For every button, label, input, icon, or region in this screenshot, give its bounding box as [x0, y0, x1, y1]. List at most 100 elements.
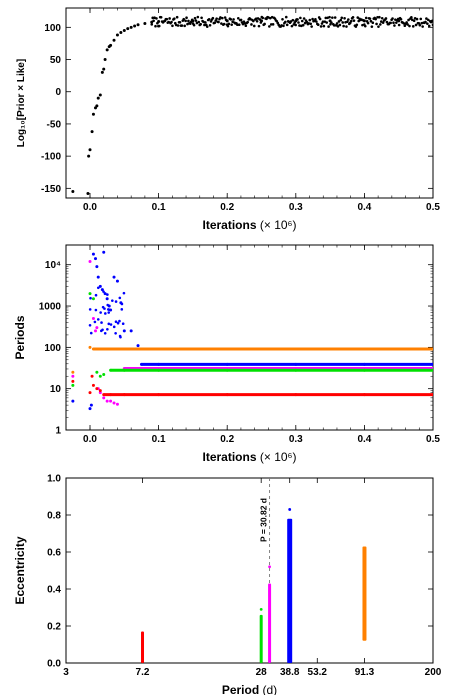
- data-point: [371, 21, 375, 25]
- data-point: [308, 18, 312, 22]
- period-point: [112, 401, 116, 405]
- data-point: [126, 27, 130, 31]
- period-point: [105, 297, 109, 301]
- y-axis-label: Log₁₀[Prior × Like]: [16, 59, 27, 147]
- data-point: [204, 21, 207, 24]
- y-axis-label: Periods: [13, 315, 27, 359]
- x-axis-label: Iterations (× 10⁶): [203, 450, 297, 464]
- data-point: [342, 24, 345, 28]
- data-point: [155, 17, 158, 20]
- y-tick-label: 0.8: [47, 511, 61, 522]
- data-point: [380, 16, 384, 20]
- x-tick-label: 0.5: [426, 202, 440, 213]
- chart-panel-2: 0.0 0.1 0.2 0.3 0.4 0.5 1 10 100 1000 10⁴ Iteration…: [13, 244, 440, 464]
- data-point: [168, 17, 171, 20]
- period-point: [88, 345, 92, 349]
- data-point: [200, 16, 203, 20]
- period-point: [95, 387, 99, 391]
- x-tick-label: 0.4: [357, 202, 371, 213]
- x-tick-label: 91.3: [355, 667, 375, 678]
- period-point: [122, 329, 126, 333]
- data-point: [337, 20, 341, 23]
- period-point: [95, 326, 99, 330]
- period-point: [90, 374, 94, 378]
- plot-area: [71, 250, 433, 411]
- data-point: [255, 19, 259, 23]
- data-point: [328, 15, 331, 19]
- data-point: [392, 21, 395, 25]
- data-point: [415, 17, 419, 21]
- period-point: [102, 250, 106, 254]
- data-point: [332, 24, 336, 27]
- data-point: [341, 21, 344, 24]
- x-tick-label: 7.2: [136, 667, 150, 678]
- data-point: [205, 25, 209, 28]
- data-point: [370, 25, 374, 28]
- data-point: [285, 23, 289, 27]
- period-point: [107, 322, 111, 326]
- data-point: [220, 22, 223, 25]
- y-tick-label: 0.0: [47, 659, 61, 670]
- data-point: [239, 18, 243, 22]
- data-point: [180, 24, 184, 27]
- period-point: [71, 399, 75, 403]
- x-tick-label: 0.3: [289, 202, 303, 213]
- period-point: [106, 327, 109, 331]
- outlier-point: [268, 565, 271, 569]
- data-point: [227, 22, 231, 26]
- data-point: [196, 15, 200, 19]
- y-tick-label: 100: [44, 23, 61, 34]
- data-point: [417, 21, 421, 25]
- data-point: [425, 17, 428, 20]
- data-point: [406, 23, 409, 26]
- data-point: [391, 17, 394, 20]
- period-point: [100, 321, 103, 324]
- data-point: [167, 20, 170, 24]
- data-point: [143, 21, 147, 25]
- data-point: [343, 16, 346, 20]
- data-point: [375, 22, 378, 26]
- data-point: [263, 22, 266, 26]
- period-point: [103, 307, 106, 310]
- data-point: [302, 17, 306, 20]
- chart-panel-1: 0.0 0.1 0.2 0.3 0.4 0.5 -150 -100 -50 0 50 100 Itera…: [16, 7, 440, 232]
- data-point: [271, 23, 275, 26]
- y-tick-label: 10⁴: [45, 260, 61, 271]
- data-point: [222, 22, 226, 26]
- period-point: [94, 293, 98, 297]
- data-point: [86, 191, 90, 195]
- data-point: [385, 20, 389, 24]
- x-tick-label: 0.0: [83, 202, 97, 213]
- data-point: [426, 22, 429, 25]
- data-point: [269, 23, 273, 26]
- data-point: [129, 25, 133, 29]
- data-point: [244, 24, 248, 28]
- data-point: [224, 18, 228, 22]
- x-tick-label: 0.0: [83, 434, 97, 445]
- plot-frame: [65, 7, 434, 199]
- data-point: [325, 21, 329, 24]
- period-point: [89, 296, 92, 300]
- x-axis-label: Iterations (× 10⁶): [203, 218, 297, 232]
- data-point: [424, 20, 427, 24]
- data-point: [154, 24, 157, 28]
- data-point: [362, 19, 365, 22]
- data-point: [208, 23, 212, 27]
- data-point: [410, 15, 413, 19]
- outlier-point: [259, 607, 263, 611]
- period-point: [104, 312, 107, 315]
- data-point: [389, 21, 392, 25]
- data-point: [314, 18, 317, 21]
- data-point: [336, 25, 340, 28]
- data-point: [71, 190, 75, 194]
- data-point: [327, 25, 330, 28]
- data-point: [349, 19, 353, 23]
- data-point: [347, 18, 350, 21]
- data-point: [173, 17, 176, 20]
- data-point: [189, 22, 192, 25]
- data-point: [215, 17, 218, 20]
- data-point: [185, 16, 188, 20]
- data-point: [403, 24, 407, 28]
- data-point: [193, 16, 197, 20]
- eccentricity-bar: [362, 546, 367, 641]
